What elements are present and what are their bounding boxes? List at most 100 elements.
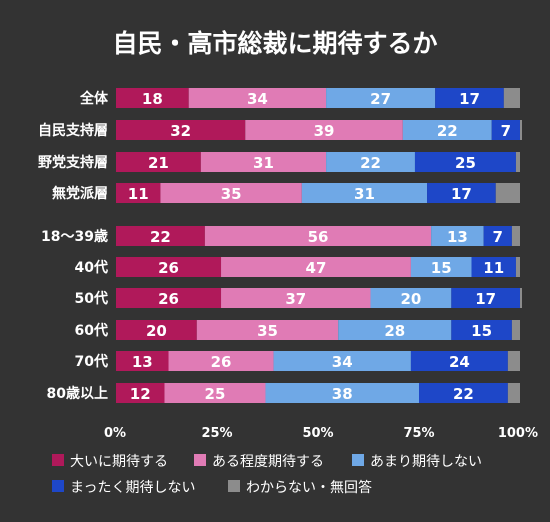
data-label: 22 — [453, 385, 474, 403]
data-label: 56 — [308, 228, 329, 246]
data-label: 18 — [142, 90, 163, 108]
bar-segment — [221, 257, 411, 277]
legend-label: 大いに期待する — [70, 454, 168, 470]
data-label: 17 — [475, 290, 496, 308]
legend-swatch — [52, 454, 64, 466]
data-label: 27 — [370, 90, 391, 108]
data-label: 17 — [451, 185, 472, 203]
data-label: 26 — [211, 353, 232, 371]
bar-segment — [507, 351, 520, 371]
data-label: 35 — [221, 185, 242, 203]
bar-segment — [515, 257, 520, 277]
data-label: 31 — [253, 154, 274, 172]
legend-swatch — [194, 454, 206, 466]
bar-segment — [116, 88, 189, 108]
chart-title: 自民・高市総裁に期待するか — [112, 29, 437, 58]
bar-segment — [451, 288, 520, 308]
bar-segment — [196, 320, 339, 340]
bar-segment — [431, 226, 484, 246]
data-label: 34 — [332, 353, 353, 371]
bar-segment — [326, 88, 436, 108]
row-label: 無党派層 — [52, 185, 108, 202]
legend-label: まったく期待しない — [70, 480, 195, 496]
data-label: 11 — [483, 259, 504, 277]
legend-swatch — [52, 480, 64, 492]
row-label: 60代 — [75, 322, 108, 339]
bar-segment — [273, 351, 411, 371]
bar-segment — [507, 383, 520, 403]
data-label: 28 — [384, 322, 405, 340]
data-label: 13 — [447, 228, 468, 246]
bar-segment — [168, 351, 274, 371]
data-label: 17 — [459, 90, 480, 108]
row-label: 50代 — [75, 290, 108, 307]
data-label: 24 — [449, 353, 470, 371]
bar-segment — [410, 351, 508, 371]
bar-segment — [410, 257, 472, 277]
bar-segment — [116, 288, 222, 308]
bar-segment — [116, 351, 169, 371]
bar-segment — [265, 383, 419, 403]
bar-segment — [427, 183, 496, 203]
data-label: 26 — [158, 259, 179, 277]
bar-segment — [116, 152, 201, 172]
bar-segment — [116, 183, 161, 203]
bar-segment — [511, 320, 520, 340]
data-label: 25 — [205, 385, 226, 403]
bar-segment — [511, 226, 520, 246]
row-label: 全体 — [79, 90, 109, 107]
bar-segment — [301, 183, 428, 203]
bar-segment — [116, 320, 197, 340]
data-label: 34 — [247, 90, 268, 108]
x-tick-label: 100% — [498, 426, 538, 441]
data-label: 22 — [437, 122, 458, 140]
bar-segment — [414, 152, 516, 172]
data-label: 12 — [130, 385, 151, 403]
bar-segment — [164, 383, 266, 403]
data-label: 32 — [170, 122, 191, 140]
bar-segment — [419, 383, 508, 403]
chart-rows: 全体 18 34 27 17 自民支持層 32 39 22 7 野党支持層 21 31 22 25 無党派層 1… — [38, 88, 522, 403]
data-label: 47 — [306, 259, 327, 277]
bar-segment — [495, 183, 520, 203]
bar-segment — [160, 183, 302, 203]
bar-segment — [116, 226, 205, 246]
data-label: 20 — [400, 290, 421, 308]
bar-segment — [483, 226, 512, 246]
x-tick-label: 25% — [201, 426, 232, 441]
bar-segment — [204, 226, 432, 246]
data-label: 31 — [354, 185, 375, 203]
bar-segment — [402, 120, 492, 140]
bar-segment — [200, 152, 327, 172]
legend-swatch — [352, 454, 364, 466]
data-label: 7 — [501, 122, 511, 140]
bar-segment — [221, 288, 371, 308]
data-label: 20 — [146, 322, 167, 340]
data-label: 22 — [360, 154, 381, 172]
data-label: 11 — [128, 185, 149, 203]
x-tick-label: 0% — [104, 426, 126, 441]
data-label: 15 — [431, 259, 452, 277]
row-label: 野党支持層 — [38, 154, 108, 171]
data-label: 35 — [257, 322, 278, 340]
data-label: 38 — [332, 385, 353, 403]
bar-segment — [491, 120, 520, 140]
bar-segment — [116, 257, 222, 277]
bar-segment — [370, 288, 452, 308]
row-label: 70代 — [75, 353, 108, 370]
data-label: 25 — [455, 154, 476, 172]
legend-swatch — [228, 480, 240, 492]
bar-segment — [520, 120, 522, 140]
legend-label: あまり期待しない — [370, 454, 482, 470]
row-label: 自民支持層 — [38, 122, 108, 139]
bar-segment — [338, 320, 452, 340]
bar-segment — [471, 257, 516, 277]
bar-segment — [326, 152, 415, 172]
data-label: 22 — [150, 228, 171, 246]
data-label: 7 — [493, 228, 503, 246]
data-label: 26 — [158, 290, 179, 308]
row-label: 40代 — [75, 259, 108, 276]
data-label: 21 — [148, 154, 169, 172]
